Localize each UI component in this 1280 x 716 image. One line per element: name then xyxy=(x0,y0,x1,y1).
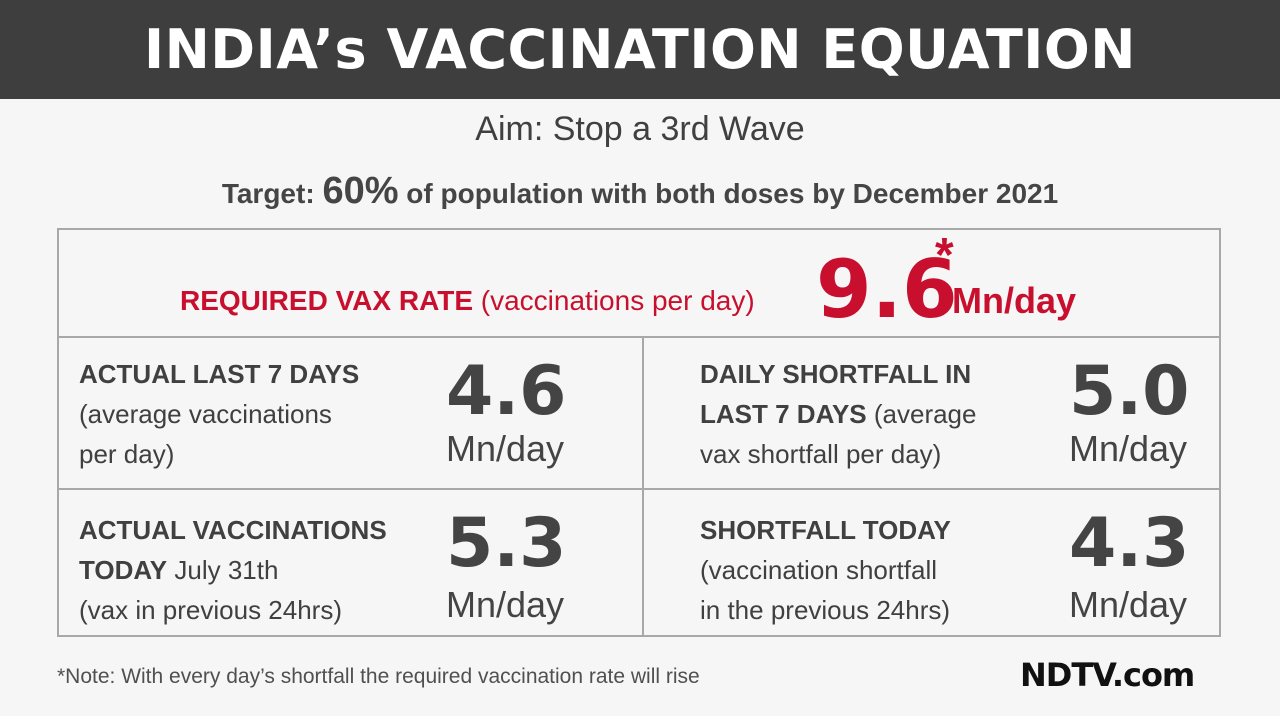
stat-subtext: (vax in previous 24hrs) xyxy=(79,595,342,625)
required-rate-value: 9.6 xyxy=(816,243,958,336)
stat-subtext: in the previous 24hrs) xyxy=(700,595,951,625)
stat-heading: ACTUAL VACCINATIONS xyxy=(79,515,387,545)
stat-unit: Mn/day xyxy=(446,584,565,625)
stat-value: 5.3 xyxy=(446,504,567,583)
target-percent: 60% xyxy=(322,170,399,212)
aim-text: Aim: Stop a 3rd Wave xyxy=(475,110,805,148)
asterisk-mark: * xyxy=(935,229,954,282)
target-suffix: of population with both doses by Decembe… xyxy=(406,178,1059,209)
stat-cell-shortfall-today: SHORTFALL TODAY (vaccination shortfall i… xyxy=(644,490,1221,637)
stat-unit: Mn/day xyxy=(446,428,565,469)
stat-subtext: (average xyxy=(866,399,977,429)
required-rate-unit: Mn/day xyxy=(952,280,1077,321)
page-title: INDIA’s VACCINATION EQUATION xyxy=(144,18,1136,81)
stat-subtext: per day) xyxy=(79,439,175,469)
stat-heading: LAST 7 DAYS xyxy=(700,399,867,429)
required-rate-label-rest: (vaccinations per day) xyxy=(480,285,755,316)
stat-subtext: vax shortfall per day) xyxy=(700,439,942,469)
stat-value: 4.6 xyxy=(446,352,567,431)
stats-panel: REQUIRED VAX RATE (vaccinations per day)… xyxy=(57,228,1221,637)
required-rate-label-bold: REQUIRED VAX RATE xyxy=(180,285,473,316)
stat-cell-actual-today: ACTUAL VACCINATIONS TODAY July 31th (vax… xyxy=(59,490,642,637)
footnote: *Note: With every day’s shortfall the re… xyxy=(57,665,700,688)
stat-unit: Mn/day xyxy=(1069,584,1188,625)
stat-unit: Mn/day xyxy=(1069,428,1188,469)
stat-heading: ACTUAL LAST 7 DAYS xyxy=(79,359,360,389)
required-rate-row: REQUIRED VAX RATE (vaccinations per day)… xyxy=(59,229,1219,338)
stat-subtext: (average vaccinations xyxy=(79,399,332,429)
header-banner: INDIA’s VACCINATION EQUATION xyxy=(0,0,1280,99)
stat-description: DAILY SHORTFALL IN LAST 7 DAYS (average … xyxy=(700,354,976,474)
stat-heading: TODAY xyxy=(79,555,168,585)
stat-value: 4.3 xyxy=(1069,504,1190,583)
target-prefix: Target: xyxy=(221,178,315,209)
stat-description: ACTUAL VACCINATIONS TODAY July 31th (vax… xyxy=(79,510,387,630)
stat-description: SHORTFALL TODAY (vaccination shortfall i… xyxy=(700,510,951,630)
required-rate-label: REQUIRED VAX RATE (vaccinations per day) xyxy=(180,285,755,317)
stat-heading: SHORTFALL TODAY xyxy=(700,515,951,545)
grid-divider-vertical xyxy=(642,338,644,637)
stat-cell-actual-last-7-days: ACTUAL LAST 7 DAYS (average vaccinations… xyxy=(59,338,642,488)
stat-subtext: (vaccination shortfall xyxy=(700,555,937,585)
stat-cell-daily-shortfall: DAILY SHORTFALL IN LAST 7 DAYS (average … xyxy=(644,338,1221,488)
stat-heading: DAILY SHORTFALL IN xyxy=(700,359,972,389)
target-text: Target: 60% of population with both dose… xyxy=(0,170,1280,213)
grid-divider-horizontal xyxy=(59,488,1219,490)
ndtv-logo: NDTV.com xyxy=(1020,656,1195,694)
stat-subtext: July 31th xyxy=(167,555,279,585)
stat-value: 5.0 xyxy=(1069,352,1190,431)
stat-description: ACTUAL LAST 7 DAYS (average vaccinations… xyxy=(79,354,359,474)
